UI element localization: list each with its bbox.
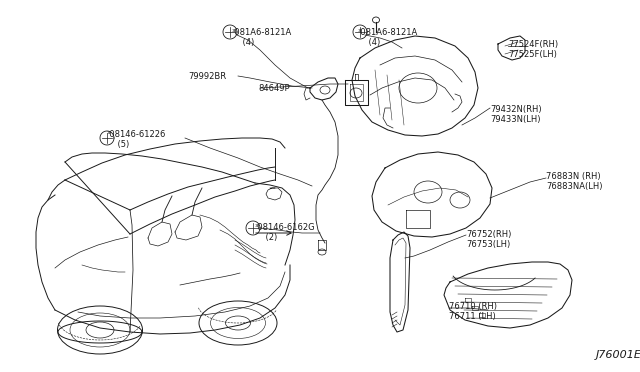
Text: 77524F(RH)
77525F(LH): 77524F(RH) 77525F(LH) (508, 40, 558, 60)
Text: 76883N (RH)
76883NA(LH): 76883N (RH) 76883NA(LH) (546, 172, 602, 192)
Text: 79992BR: 79992BR (188, 72, 226, 81)
Text: 84649P: 84649P (258, 84, 290, 93)
Text: ³08146-6162G
    (2): ³08146-6162G (2) (255, 223, 316, 243)
Text: ³081A6-8121A
    (4): ³081A6-8121A (4) (232, 28, 292, 47)
Text: 76710 (RH)
76711 (LH): 76710 (RH) 76711 (LH) (449, 302, 497, 321)
Text: J76001EZ: J76001EZ (596, 350, 640, 360)
Text: 76752(RH)
76753(LH): 76752(RH) 76753(LH) (466, 230, 511, 249)
Text: 79432N(RH)
79433N(LH): 79432N(RH) 79433N(LH) (490, 105, 541, 124)
Text: ³08146-61226
    (5): ³08146-61226 (5) (107, 130, 166, 150)
Text: ³081A6-8121A
    (4): ³081A6-8121A (4) (358, 28, 419, 47)
